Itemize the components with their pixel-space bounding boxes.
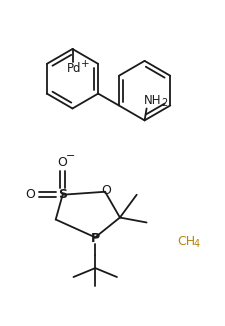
Text: −: −: [66, 151, 75, 161]
Text: CH: CH: [177, 235, 195, 248]
Text: 4: 4: [194, 239, 200, 249]
Text: S: S: [58, 188, 67, 201]
Text: NH: NH: [144, 94, 161, 107]
Text: 2: 2: [161, 97, 167, 108]
Text: +: +: [81, 59, 90, 69]
Text: O: O: [25, 188, 35, 201]
Text: O: O: [58, 156, 68, 169]
Text: P: P: [91, 232, 100, 245]
Text: Pd: Pd: [67, 62, 82, 75]
Text: O: O: [101, 184, 111, 197]
